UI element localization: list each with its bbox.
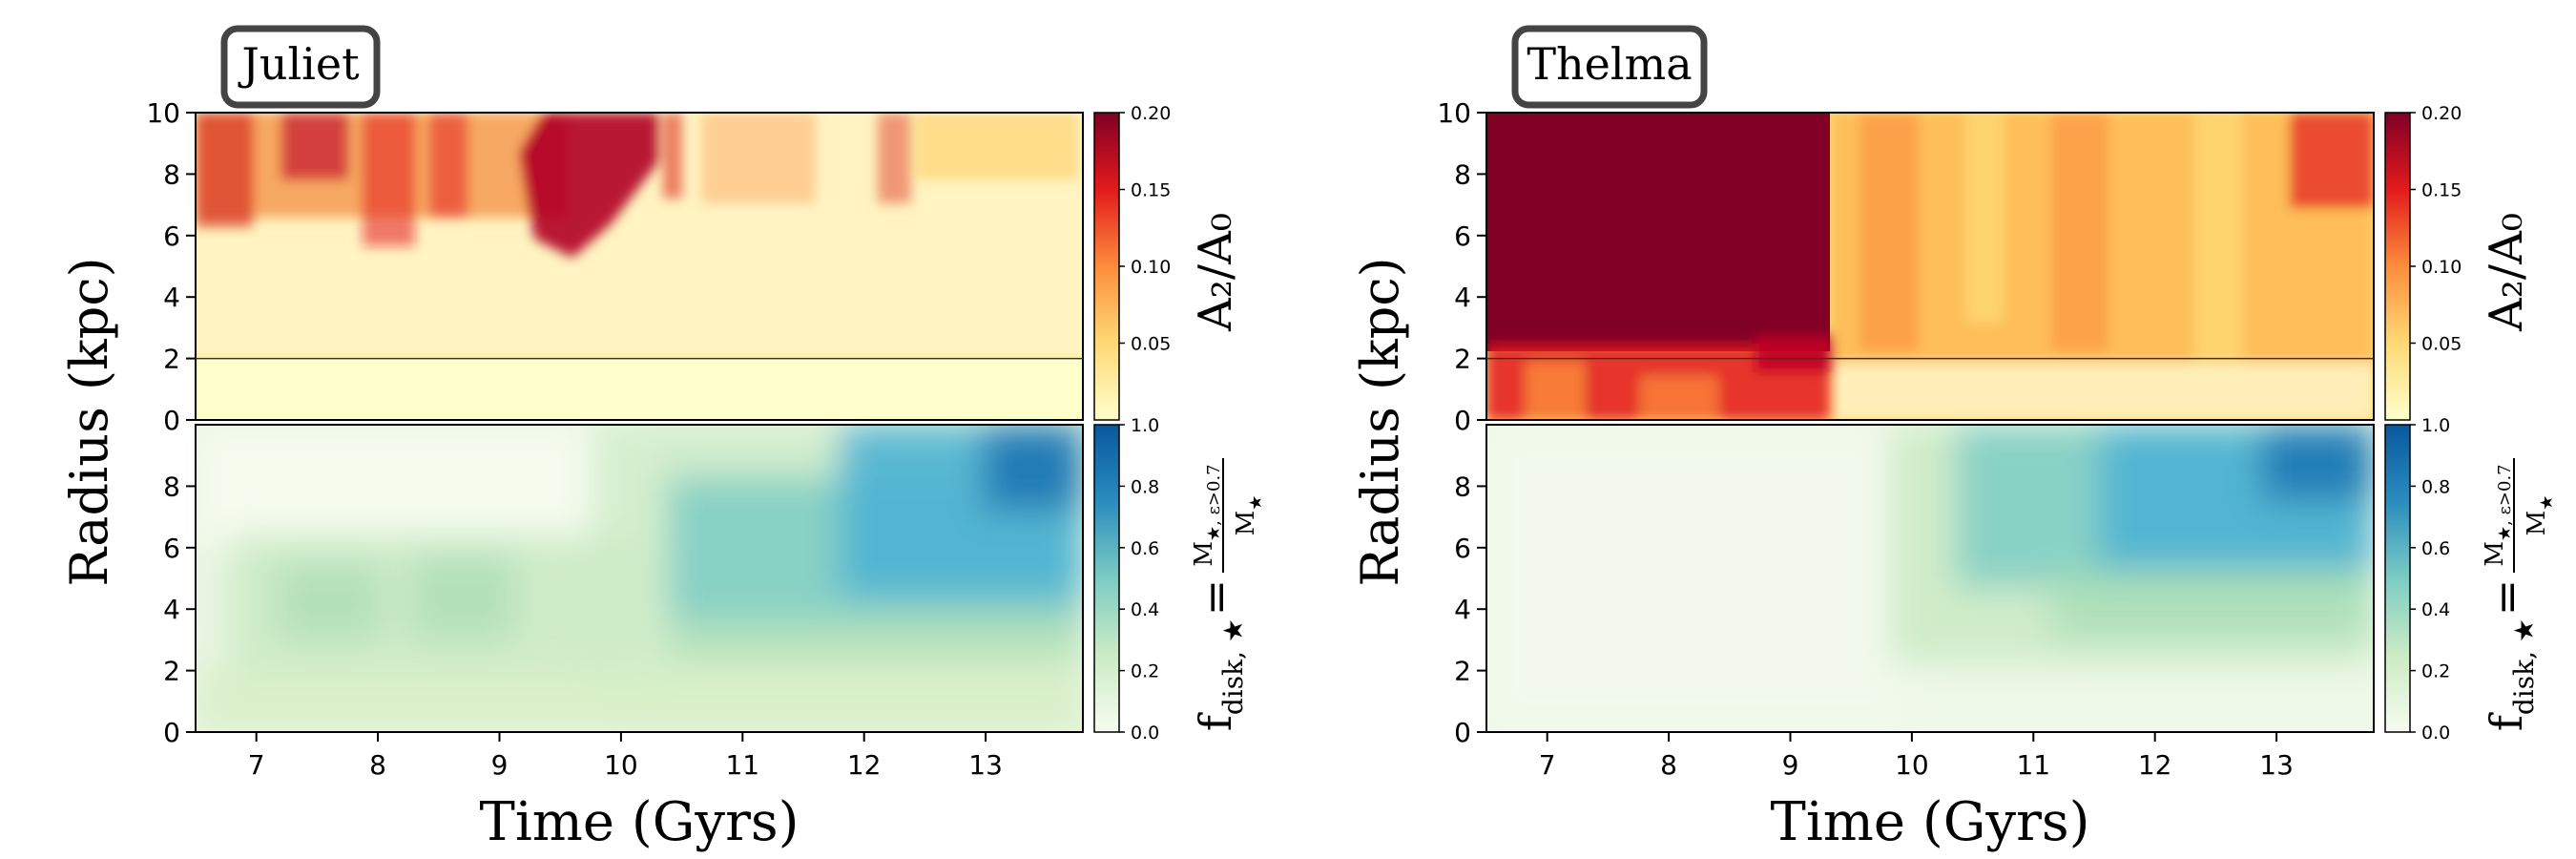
y-tick-label: 6: [1454, 533, 1471, 564]
colorbar-tick-label: 0.8: [2421, 476, 2450, 497]
y-tick-label: 8: [1454, 471, 1471, 502]
x-tick-label: 9: [491, 749, 509, 781]
colorbar-tick-label: 0.15: [2421, 180, 2462, 201]
juliet-title: Juliet: [238, 38, 360, 90]
thelma-a2-heatmap: [1486, 113, 2374, 420]
colorbar-tick-label: 0.05: [2421, 334, 2462, 355]
panel-juliet: 0 2 4 6 8 10 0 2 4 6 8 7 8 9 10 11 12 13 0.05 0.10 0.15 0.…: [59, 25, 1266, 853]
svg-text:fdisk, ★: fdisk, ★: [2481, 618, 2540, 731]
colorbar-tick-label: 1.0: [1131, 415, 1159, 436]
juliet-disk-fraction-heatmap: [196, 425, 1083, 732]
colorbar-tick-label: 0.05: [1131, 334, 1171, 355]
juliet-bottom-frame: [195, 424, 1084, 733]
colorbar-tick-label: 0.10: [1131, 257, 1171, 278]
svg-text:fdisk, ★: fdisk, ★: [1190, 618, 1249, 731]
colorbar-tick-label: 0.10: [2421, 257, 2462, 278]
y-tick-label: 0: [163, 405, 180, 436]
y-tick-label: 8: [163, 471, 180, 502]
svg-text:=: =: [2481, 579, 2532, 617]
colorbar-tick-label: 0.2: [1131, 661, 1159, 682]
x-tick-label: 11: [725, 749, 759, 781]
x-tick-label: 13: [2259, 749, 2294, 781]
x-tick-label: 9: [1782, 749, 1799, 781]
juliet-disk-fraction-colorbar: [1093, 424, 1120, 733]
y-tick-label: 0: [163, 717, 180, 748]
x-tick-label: 8: [369, 749, 386, 781]
colorbar-tick-label: 0.4: [1131, 599, 1159, 620]
colorbar-tick-label: 0.6: [1131, 538, 1159, 559]
juliet-a2-heatmap: [196, 113, 1083, 420]
y-tick-label: 2: [163, 344, 180, 375]
svg-text:=: =: [1190, 579, 1241, 617]
x-tick-label: 7: [1539, 749, 1556, 781]
x-tick-label: 7: [248, 749, 265, 781]
thelma-x-label: Time (Gyrs): [1771, 791, 2090, 853]
y-tick-label: 4: [163, 594, 180, 625]
thelma-a2-colorbar: [2384, 112, 2411, 421]
y-tick-label: 6: [163, 533, 180, 564]
juliet-title-box: [220, 25, 381, 109]
juliet-x-label: Time (Gyrs): [480, 791, 800, 853]
colorbar-tick-label: 0.6: [2421, 538, 2450, 559]
juliet-a2-colorbar-label: A₂/A₀: [1189, 213, 1242, 332]
y-tick-label: 2: [163, 656, 180, 687]
y-tick-label: 8: [1454, 158, 1471, 190]
x-tick-label: 8: [1660, 749, 1677, 781]
colorbar-tick-label: 0.2: [2421, 661, 2450, 682]
x-tick-label: 12: [847, 749, 882, 781]
y-tick-label: 10: [146, 97, 180, 129]
panel-thelma: 0 2 4 6 8 10 0 2 4 6 8 7 8 9 10 11 12 13 0.05 0.10 0.15 0.…: [1350, 25, 2557, 853]
y-tick-label: 2: [1454, 344, 1471, 375]
y-tick-label: 10: [1437, 97, 1471, 129]
y-tick-label: 0: [1454, 405, 1471, 436]
thelma-disk-fraction-heatmap: [1486, 425, 2374, 732]
svg-text:M★: M★: [2523, 495, 2557, 536]
thelma-y-label: Radius (kpc): [1350, 257, 1410, 586]
colorbar-tick-label: 0.8: [1131, 476, 1159, 497]
svg-text:M★, ε>0.7: M★, ε>0.7: [2481, 464, 2515, 566]
x-tick-label: 11: [2016, 749, 2050, 781]
y-tick-label: 6: [1454, 220, 1471, 252]
y-tick-label: 4: [1454, 282, 1471, 313]
colorbar-tick-label: 0.15: [1131, 180, 1171, 201]
juliet-y-label: Radius (kpc): [59, 257, 119, 586]
colorbar-tick-label: 1.0: [2421, 415, 2450, 436]
thelma-title-box: [1511, 25, 1708, 109]
juliet-disk-fraction-colorbar-label: fdisk, ★ = M★, ε>0.7 M★: [1190, 458, 1266, 731]
colorbar-tick-label: 0.20: [1131, 103, 1171, 124]
y-tick-label: 0: [1454, 717, 1471, 748]
colorbar-tick-label: 0.0: [2421, 723, 2450, 744]
juliet-a2-colorbar: [1093, 112, 1120, 421]
thelma-disk-fraction-colorbar-label: fdisk, ★ = M★, ε>0.7 M★: [2481, 458, 2557, 731]
y-tick-label: 2: [1454, 656, 1471, 687]
x-tick-label: 10: [1895, 749, 1929, 781]
colorbar-tick-label: 0.0: [1131, 723, 1159, 744]
thelma-a2-colorbar-label: A₂/A₀: [2480, 213, 2533, 332]
colorbar-tick-label: 0.4: [2421, 599, 2450, 620]
y-tick-label: 6: [163, 220, 180, 252]
y-tick-label: 4: [163, 282, 180, 313]
y-tick-label: 8: [163, 158, 180, 190]
juliet-top-frame: [195, 112, 1084, 421]
thelma-top-frame: [1485, 112, 2375, 421]
x-tick-label: 13: [968, 749, 1003, 781]
thelma-bottom-frame: [1485, 424, 2375, 733]
y-tick-label: 4: [1454, 594, 1471, 625]
x-tick-label: 12: [2138, 749, 2172, 781]
colorbar-tick-label: 0.20: [2421, 103, 2462, 124]
thelma-disk-fraction-colorbar: [2384, 424, 2411, 733]
thelma-title: Thelma: [1527, 38, 1692, 90]
x-tick-label: 10: [604, 749, 638, 781]
svg-text:M★, ε>0.7: M★, ε>0.7: [1190, 464, 1224, 566]
svg-text:M★: M★: [1232, 495, 1266, 536]
